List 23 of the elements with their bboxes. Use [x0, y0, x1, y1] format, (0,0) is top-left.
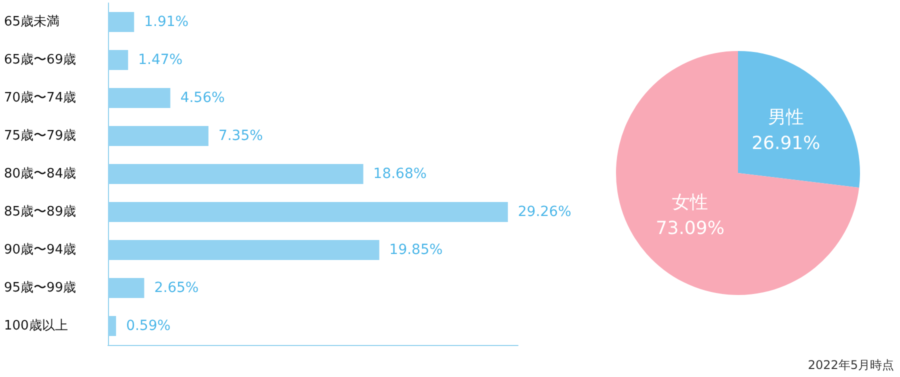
data-label: 26.91%	[752, 133, 820, 154]
y-tick-label: 80歳〜84歳	[4, 166, 76, 182]
y-tick-label: 85歳〜89歳	[4, 204, 76, 220]
data-label: 1.91%	[144, 14, 189, 30]
y-tick-label: 90歳〜94歳	[4, 242, 76, 258]
data-label: 2.65%	[154, 280, 199, 296]
data-label: 1.47%	[138, 52, 183, 68]
data-label: 19.85%	[389, 242, 443, 258]
data-label: 18.68%	[373, 166, 427, 182]
data-label: 7.35%	[218, 128, 263, 144]
y-tick-label: 100歳以上	[4, 318, 68, 334]
slice-label: 女性	[672, 192, 708, 213]
y-tick-label: 75歳〜79歳	[4, 128, 76, 144]
data-label: 0.59%	[126, 318, 171, 334]
data-label: 29.26%	[518, 204, 572, 220]
text: 2022年5月時点	[808, 358, 894, 372]
slice-label: 男性	[768, 107, 804, 128]
y-tick-label: 65歳未満	[4, 14, 60, 30]
y-tick-label: 95歳〜99歳	[4, 280, 76, 296]
data-label: 73.09%	[656, 218, 724, 239]
y-tick-label: 70歳〜74歳	[4, 90, 76, 106]
y-tick-label: 65歳〜69歳	[4, 52, 76, 68]
data-label: 4.56%	[180, 90, 225, 106]
